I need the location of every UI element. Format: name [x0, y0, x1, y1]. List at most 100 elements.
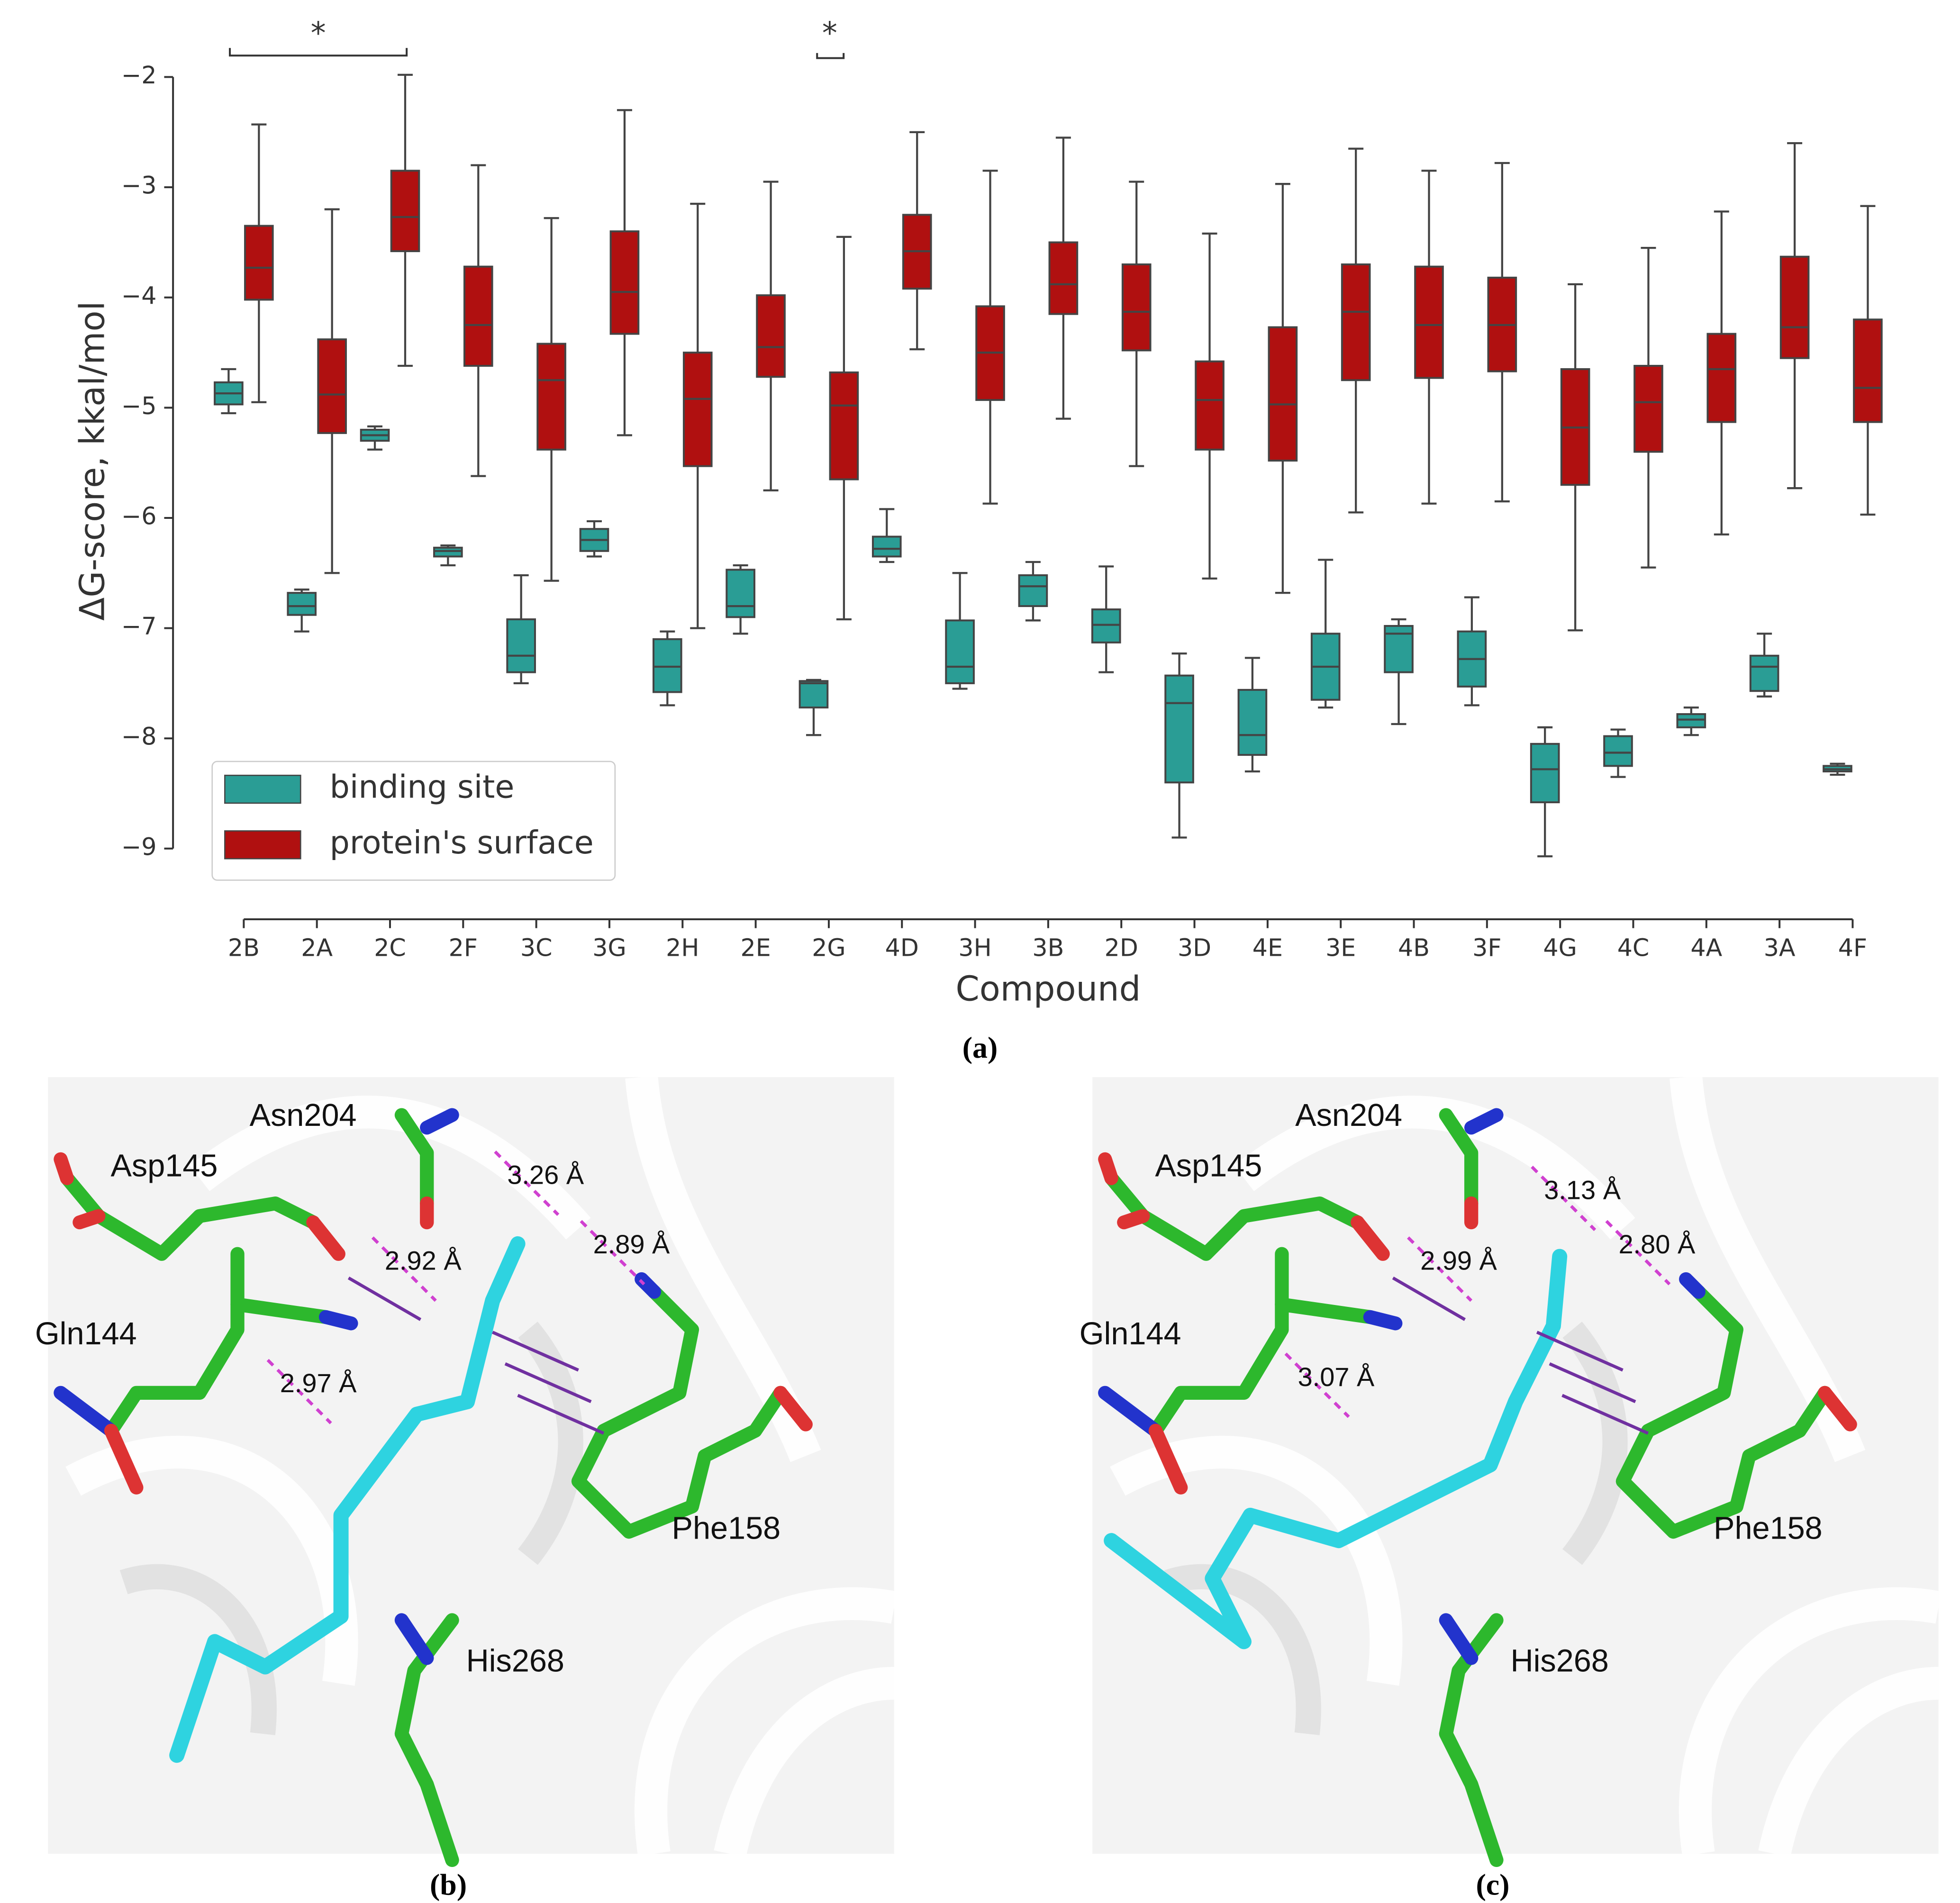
- panel-label: (c): [1476, 1868, 1509, 1902]
- distance-label: 2.89 Å: [593, 1229, 670, 1259]
- y-tick-label: −2: [121, 61, 157, 89]
- y-tick-label: −3: [121, 172, 157, 199]
- pi-stack-arrow: [492, 1331, 579, 1372]
- box: [756, 294, 786, 378]
- box: [1091, 608, 1121, 643]
- x-tick-label: 4E: [1252, 934, 1283, 962]
- residue-label: Asn204: [250, 1098, 357, 1133]
- x-tick-label: 2F: [449, 934, 478, 962]
- x-tick-label: 3G: [592, 934, 626, 962]
- x-tick-label: 2H: [666, 934, 699, 962]
- x-tick-label: 4F: [1838, 934, 1867, 962]
- significance-star: *: [311, 16, 326, 51]
- box: [1749, 654, 1779, 692]
- x-tick-label: 3E: [1325, 934, 1356, 962]
- box: [1237, 689, 1268, 756]
- hbond: [371, 1236, 437, 1302]
- pi-stack-arrow: [1561, 1394, 1649, 1435]
- box: [463, 265, 493, 367]
- legend-label: protein's surface: [330, 824, 594, 861]
- box: [945, 619, 975, 684]
- box: [244, 225, 274, 301]
- box: [1530, 743, 1560, 804]
- box: [506, 618, 536, 673]
- pi-stack-arrow: [1549, 1362, 1636, 1404]
- x-tick-label: 4C: [1617, 934, 1650, 962]
- significance-bracket: [229, 48, 845, 59]
- box: [1633, 364, 1663, 453]
- x-tick-label: 3C: [520, 934, 553, 962]
- box: [799, 680, 829, 709]
- y-tick-label: −6: [121, 502, 157, 530]
- box: [1268, 326, 1298, 462]
- distance-label: 3.07 Å: [1298, 1362, 1375, 1392]
- box: [726, 569, 755, 618]
- box: [433, 546, 463, 558]
- distance-label: 2.97 Å: [280, 1368, 357, 1398]
- box: [1341, 263, 1371, 381]
- x-tick-label: 4D: [885, 934, 919, 962]
- x-tick-label: 2A: [301, 934, 333, 962]
- panel-label: (a): [962, 1031, 998, 1064]
- distance-label: 3.26 Å: [507, 1160, 584, 1189]
- hbond: [1284, 1352, 1350, 1418]
- y-tick-label: −7: [121, 612, 157, 640]
- hbond: [1407, 1236, 1473, 1302]
- box: [1164, 674, 1194, 784]
- residue-label: Asn204: [1295, 1098, 1402, 1133]
- x-tick-label: 2C: [374, 934, 406, 962]
- hbond: [1605, 1220, 1671, 1286]
- x-tick-label: 3F: [1472, 934, 1501, 962]
- y-tick-label: −8: [121, 723, 157, 751]
- residue-label: His268: [1511, 1643, 1609, 1678]
- ligand: [1104, 1249, 1568, 1649]
- box: [1779, 255, 1810, 359]
- y-tick-label: −4: [121, 281, 157, 309]
- distance-label: 3.13 Å: [1544, 1175, 1621, 1205]
- y-tick-label: −9: [121, 833, 157, 861]
- x-tick-label: 4G: [1543, 934, 1577, 962]
- residue-label: Gln144: [35, 1316, 137, 1351]
- y-axis-label: ΔG-score, kkal/mol: [72, 301, 112, 620]
- ligand: [169, 1236, 526, 1763]
- distance-label: 2.92 Å: [385, 1246, 462, 1276]
- residue-label: Phe158: [672, 1511, 781, 1546]
- pi-stack-arrow: [517, 1394, 605, 1435]
- box: [287, 592, 317, 616]
- hbond-arrow: [1392, 1276, 1466, 1321]
- box: [1676, 713, 1706, 728]
- box: [536, 343, 566, 451]
- hbond: [1531, 1166, 1597, 1231]
- box: [829, 371, 859, 480]
- x-tick-label: 2E: [741, 934, 771, 962]
- legend-swatch: [224, 774, 301, 804]
- box: [1414, 265, 1444, 379]
- x-tick-label: 3D: [1178, 934, 1211, 962]
- significance-star: *: [822, 16, 837, 51]
- x-tick-label: 4A: [1690, 934, 1722, 962]
- x-tick-label: 4B: [1398, 934, 1430, 962]
- box: [317, 338, 347, 434]
- residue-label: Phe158: [1714, 1511, 1823, 1546]
- legend-swatch: [224, 830, 301, 860]
- residue-label: His268: [466, 1643, 564, 1678]
- box: [1121, 263, 1152, 352]
- legend: [211, 761, 616, 881]
- distance-label: 2.99 Å: [1420, 1246, 1497, 1276]
- x-tick-label: 2B: [228, 934, 260, 962]
- box: [1195, 360, 1225, 451]
- y-tick-label: −5: [121, 392, 157, 420]
- pi-stack-arrow: [504, 1362, 592, 1404]
- x-tick-label: 2G: [812, 934, 845, 962]
- hbond-arrow: [347, 1276, 422, 1321]
- box: [1706, 333, 1737, 423]
- box: [682, 352, 713, 467]
- x-tick-label: 3H: [958, 934, 991, 962]
- panel-c: [1092, 1077, 1938, 1860]
- residue-label: Asp145: [111, 1149, 218, 1184]
- box: [609, 230, 640, 335]
- residue-label: Asp145: [1155, 1149, 1262, 1184]
- chart-a: ΔG-score, kkal/mol Compound * * −2 −3 −4 −5…: [72, 16, 1883, 1064]
- hbond: [494, 1151, 560, 1216]
